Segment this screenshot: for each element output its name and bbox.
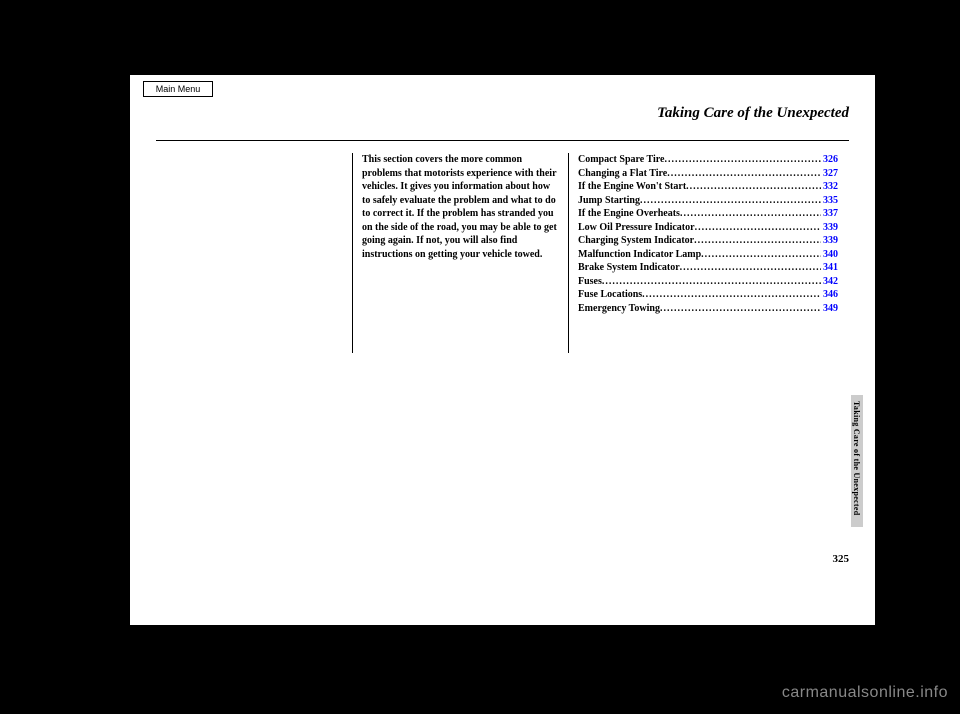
toc-page-link[interactable]: 326 [821,153,838,167]
toc-label: Jump Starting [578,194,640,208]
toc-label: Fuses [578,275,602,289]
toc-entry[interactable]: Changing a Flat Tire 327 [578,167,838,181]
toc-entry[interactable]: If the Engine Won't Start 332 [578,180,838,194]
column-divider [352,153,353,353]
toc-entry[interactable]: Low Oil Pressure Indicator 339 [578,221,838,235]
toc-page-link[interactable]: 342 [821,275,838,289]
toc-page-link[interactable]: 340 [821,248,838,262]
toc-entry[interactable]: Fuses 342 [578,275,838,289]
toc-leader-dots [701,248,821,262]
toc-leader-dots [642,288,821,302]
toc-label: Compact Spare Tire [578,153,664,167]
toc-label: If the Engine Won't Start [578,180,686,194]
toc-entry[interactable]: Malfunction Indicator Lamp 340 [578,248,838,262]
toc-page-link[interactable]: 341 [821,261,838,275]
toc-entry[interactable]: Compact Spare Tire 326 [578,153,838,167]
toc-entry[interactable]: Fuse Locations 346 [578,288,838,302]
toc-label: Emergency Towing [578,302,660,316]
toc-leader-dots [695,221,821,235]
toc-label: Changing a Flat Tire [578,167,667,181]
toc-label: Low Oil Pressure Indicator [578,221,695,235]
toc-page-link[interactable]: 335 [821,194,838,208]
toc-label: If the Engine Overheats [578,207,680,221]
toc-label: Charging System Indicator [578,234,694,248]
toc-page-link[interactable]: 337 [821,207,838,221]
toc-page-link[interactable]: 332 [821,180,838,194]
toc-leader-dots [694,234,821,248]
toc-leader-dots [680,207,821,221]
toc-leader-dots [640,194,821,208]
manual-page: Taking Care of the Unexpected This secti… [130,75,875,625]
toc-leader-dots [686,180,821,194]
toc-leader-dots [667,167,821,181]
toc-page-link[interactable]: 346 [821,288,838,302]
toc-entry[interactable]: Charging System Indicator 339 [578,234,838,248]
toc-page-link[interactable]: 339 [821,234,838,248]
toc-page-link[interactable]: 349 [821,302,838,316]
toc-label: Brake System Indicator [578,261,680,275]
toc-leader-dots [660,302,821,316]
toc-label: Fuse Locations [578,288,642,302]
watermark-text: carmanualsonline.info [782,684,948,702]
toc-entry[interactable]: If the Engine Overheats 337 [578,207,838,221]
table-of-contents: Compact Spare Tire 326 Changing a Flat T… [578,153,838,315]
chapter-title: Taking Care of the Unexpected [657,105,849,122]
toc-page-link[interactable]: 327 [821,167,838,181]
toc-leader-dots [602,275,821,289]
toc-entry[interactable]: Emergency Towing 349 [578,302,838,316]
column-divider [568,153,569,353]
toc-entry[interactable]: Jump Starting 335 [578,194,838,208]
intro-paragraph: This section covers the more common prob… [362,153,557,261]
section-tab-label: Taking Care of the Unexpected [852,401,861,515]
main-menu-button[interactable]: Main Menu [143,81,213,97]
horizontal-rule [156,140,849,141]
toc-label: Malfunction Indicator Lamp [578,248,701,262]
toc-page-link[interactable]: 339 [821,221,838,235]
toc-leader-dots [680,261,821,275]
toc-entry[interactable]: Brake System Indicator 341 [578,261,838,275]
toc-leader-dots [664,153,821,167]
page-number: 325 [833,553,850,565]
